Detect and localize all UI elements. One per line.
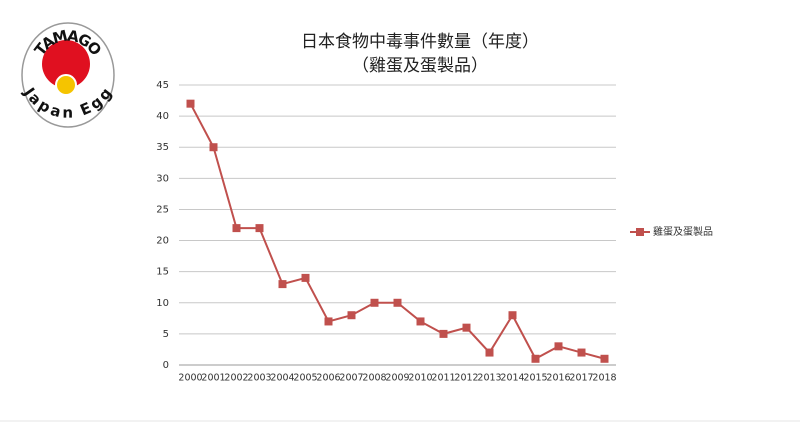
legend-label: 雞蛋及蛋製品	[653, 225, 713, 238]
point	[232, 224, 241, 233]
point	[209, 143, 218, 152]
point	[531, 354, 540, 363]
x-tick-label: 2015	[523, 373, 547, 384]
chart-title: 日本食物中毒事件數量（年度）	[301, 32, 539, 52]
chart-subtitle: （雞蛋及蛋製品）	[352, 56, 488, 76]
point	[186, 99, 195, 108]
point	[393, 298, 402, 307]
point	[255, 224, 264, 233]
logo: TAMAGO Japan Egg	[20, 22, 115, 128]
x-tick-label: 2005	[293, 373, 317, 384]
x-tick-label: 2013	[477, 373, 501, 384]
x-tick-label: 2012	[454, 373, 478, 384]
point	[301, 273, 310, 282]
point	[485, 348, 494, 357]
point	[324, 317, 333, 326]
point	[462, 323, 471, 332]
y-tick-label: 20	[156, 236, 169, 247]
x-tick-label: 2010	[408, 373, 432, 384]
x-tick-label: 2003	[247, 373, 271, 384]
point	[416, 317, 425, 326]
y-tick-label: 15	[156, 267, 169, 278]
point	[577, 348, 586, 357]
x-tick-label: 2006	[316, 373, 340, 384]
point	[554, 342, 563, 351]
x-tick-label: 2016	[546, 373, 570, 384]
point	[508, 311, 517, 320]
y-tick-label: 40	[156, 111, 169, 122]
point	[439, 329, 448, 338]
x-tick-label: 2007	[339, 373, 363, 384]
point	[600, 354, 609, 363]
legend-marker	[636, 228, 644, 236]
point	[278, 280, 287, 289]
y-tick-label: 10	[156, 298, 169, 309]
x-tick-label: 2004	[270, 373, 294, 384]
x-tick-label: 2014	[500, 373, 524, 384]
x-tick-label: 2000	[178, 373, 202, 384]
x-tick-label: 2008	[362, 373, 386, 384]
series-line	[189, 103, 605, 361]
y-tick-label: 35	[156, 142, 169, 153]
y-tick-label: 45	[156, 80, 169, 91]
x-tick-label: 2011	[431, 373, 455, 384]
y-tick-label: 25	[156, 204, 169, 215]
y-tick-label: 30	[156, 173, 169, 184]
point	[347, 311, 356, 320]
y-tick-label: 5	[163, 329, 169, 340]
x-tick-label: 2009	[385, 373, 409, 384]
point	[370, 298, 379, 307]
logo-yolk	[55, 74, 77, 96]
x-tick-label: 2001	[201, 373, 225, 384]
x-tick-label: 2018	[592, 373, 616, 384]
x-tick-label: 2017	[569, 373, 593, 384]
x-tick-label: 2002	[224, 373, 248, 384]
logo-sun	[42, 40, 90, 88]
y-tick-label: 0	[163, 360, 169, 371]
